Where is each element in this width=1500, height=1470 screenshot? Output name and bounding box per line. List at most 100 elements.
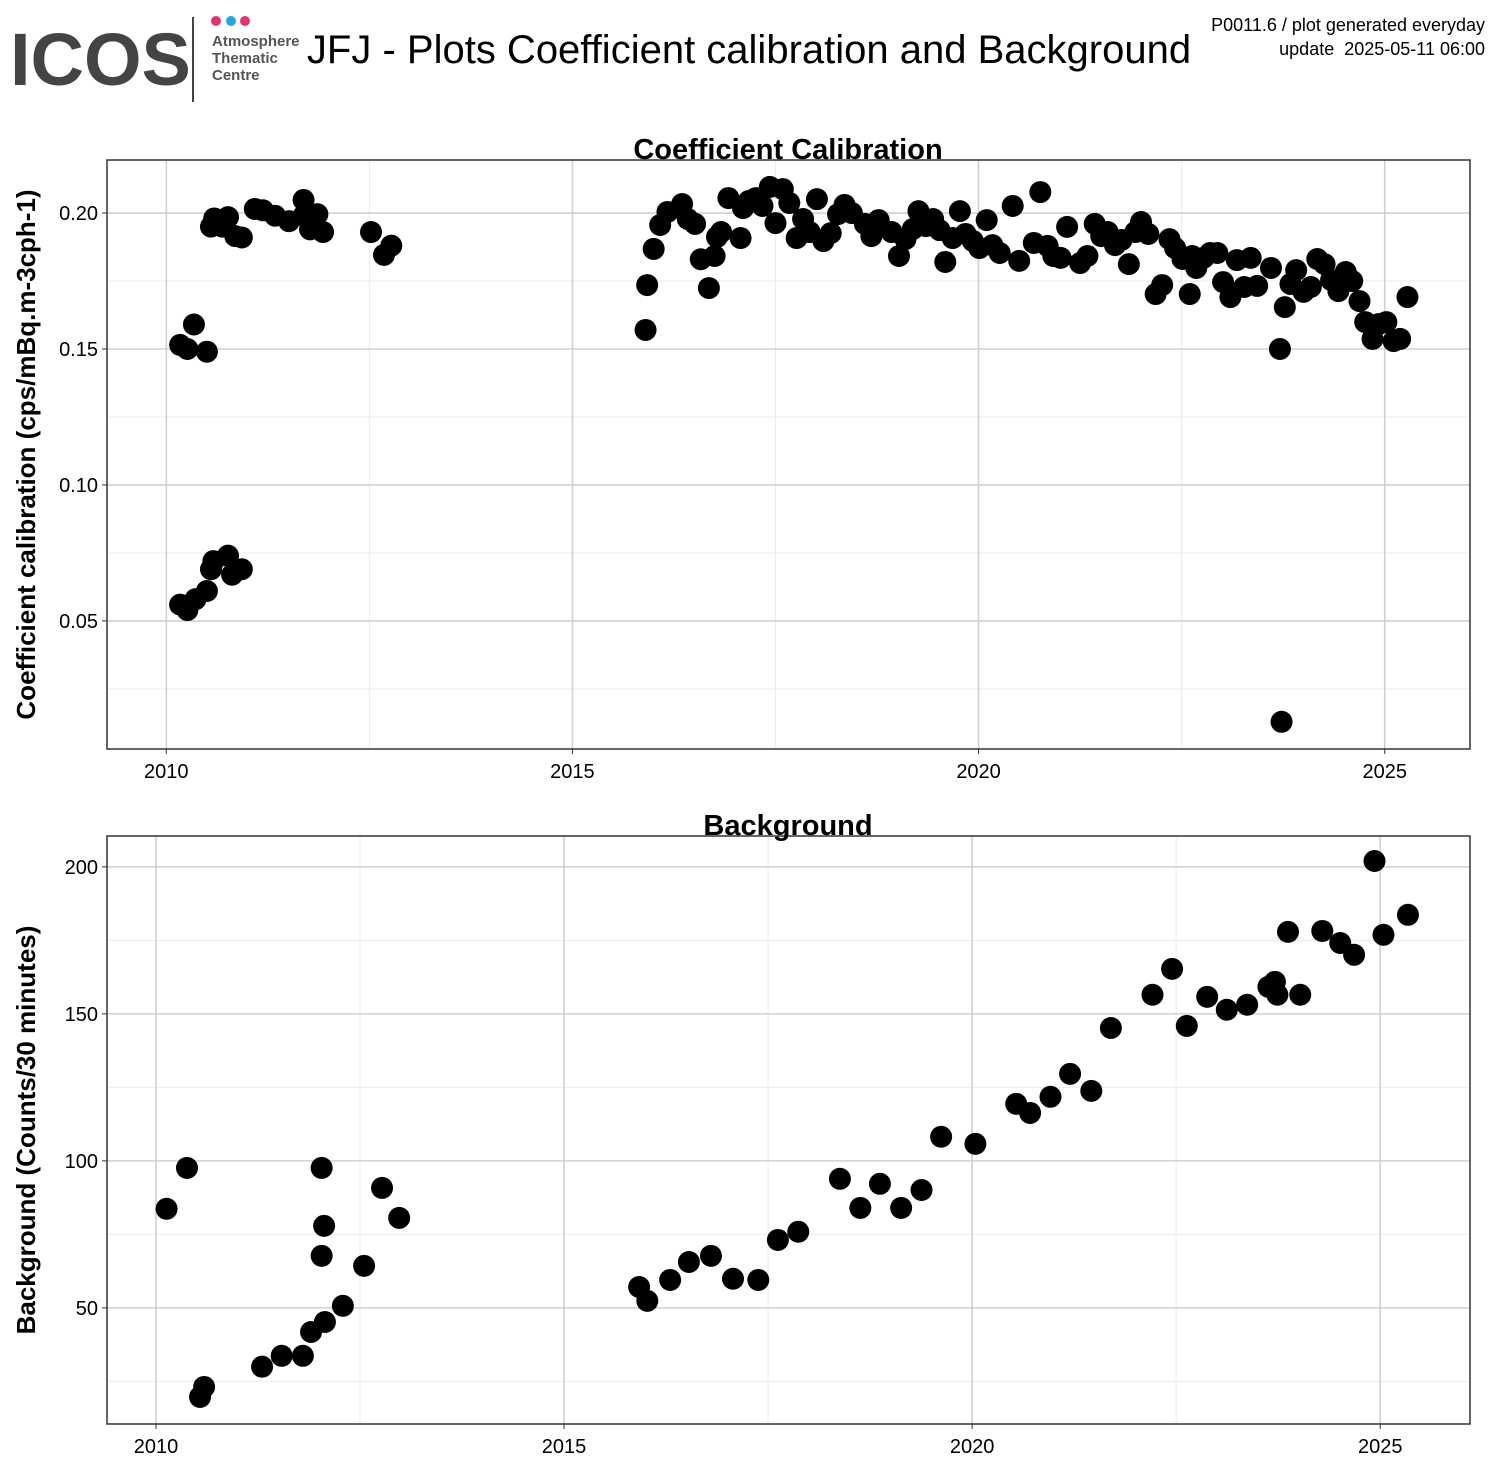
point [1239,246,1262,269]
point [1215,998,1238,1021]
point [890,1196,913,1219]
point [868,1172,891,1195]
point [175,1156,198,1179]
point [805,188,828,211]
x-tick-label: 2010 [144,761,189,783]
plot-border [106,835,1471,1425]
plot-background [107,160,1470,749]
point [310,1156,333,1179]
x-tick-label: 2020 [950,1436,995,1458]
point [634,318,657,341]
point [710,221,733,244]
point [1151,274,1174,297]
point [988,242,1011,264]
point [1039,1085,1062,1108]
point [766,1228,789,1251]
point [1236,993,1259,1016]
point [193,1375,216,1398]
point [1175,1014,1198,1037]
logo-sub: Atmosphere [212,33,300,50]
point [1343,943,1366,966]
point [703,244,726,267]
x-tick-label: 2015 [550,761,595,783]
point [230,558,253,581]
point [313,1310,336,1333]
point [642,237,665,260]
point [1059,1062,1082,1085]
point [310,1244,333,1267]
logo-dot [240,16,250,26]
logo-sub: Centre [212,67,260,84]
point [849,1196,872,1219]
point [251,1355,274,1378]
point [195,580,218,603]
point [1206,242,1229,264]
point [887,244,910,267]
point [380,234,403,257]
logo-dot [226,16,236,26]
point [388,1206,411,1229]
x-tick-label: 2025 [1358,1436,1403,1458]
chart-title: Coefficient Calibration [633,134,942,166]
point [1099,1016,1122,1039]
point [371,1176,394,1199]
point [934,250,957,273]
point [699,1244,722,1267]
point [787,1220,810,1243]
point [1117,253,1140,276]
point [1049,246,1072,269]
chart-title: Background [703,810,872,842]
point [353,1254,376,1277]
y-tick-label: 50 [76,1298,98,1320]
point [778,191,801,214]
y-tick-label: 0.10 [59,475,98,497]
point [1246,274,1269,297]
point [1311,919,1334,942]
point [292,188,315,211]
point [176,337,199,360]
y-tick-label: 150 [65,1004,98,1026]
point [1285,259,1308,282]
point [1056,215,1079,238]
point [1289,983,1312,1006]
point [1029,181,1052,204]
x-tick-label: 2015 [542,1436,587,1458]
point [1299,275,1322,298]
point [230,226,253,249]
point [182,313,205,336]
point [677,1251,700,1274]
point [1161,957,1184,980]
point [1273,296,1296,319]
point [155,1197,178,1220]
y-tick-label: 100 [65,1151,98,1173]
point [659,1268,682,1291]
y-axis-label: Coefficient calibration (cps/mBq.m-3cph-… [11,189,41,719]
point [270,1344,293,1367]
point [930,1125,953,1148]
point [291,1344,314,1367]
point [1196,985,1219,1008]
point [1076,244,1099,267]
point [1372,923,1395,946]
point [1001,194,1024,217]
point [331,1294,354,1317]
point [313,1214,336,1237]
point [1259,256,1282,279]
point [1141,983,1164,1006]
point [312,221,335,244]
point [697,277,720,300]
point [964,1132,987,1155]
point [819,222,842,245]
point [636,274,659,297]
point [751,194,774,217]
point [975,209,998,232]
y-tick-label: 200 [65,857,98,879]
point [722,1267,745,1290]
point [1276,920,1299,943]
point [729,227,752,250]
point [1341,270,1364,293]
note: P0011.6 / plot generated everyday [1211,15,1485,35]
logo-sub: Thematic [212,50,278,67]
point [910,1178,933,1201]
